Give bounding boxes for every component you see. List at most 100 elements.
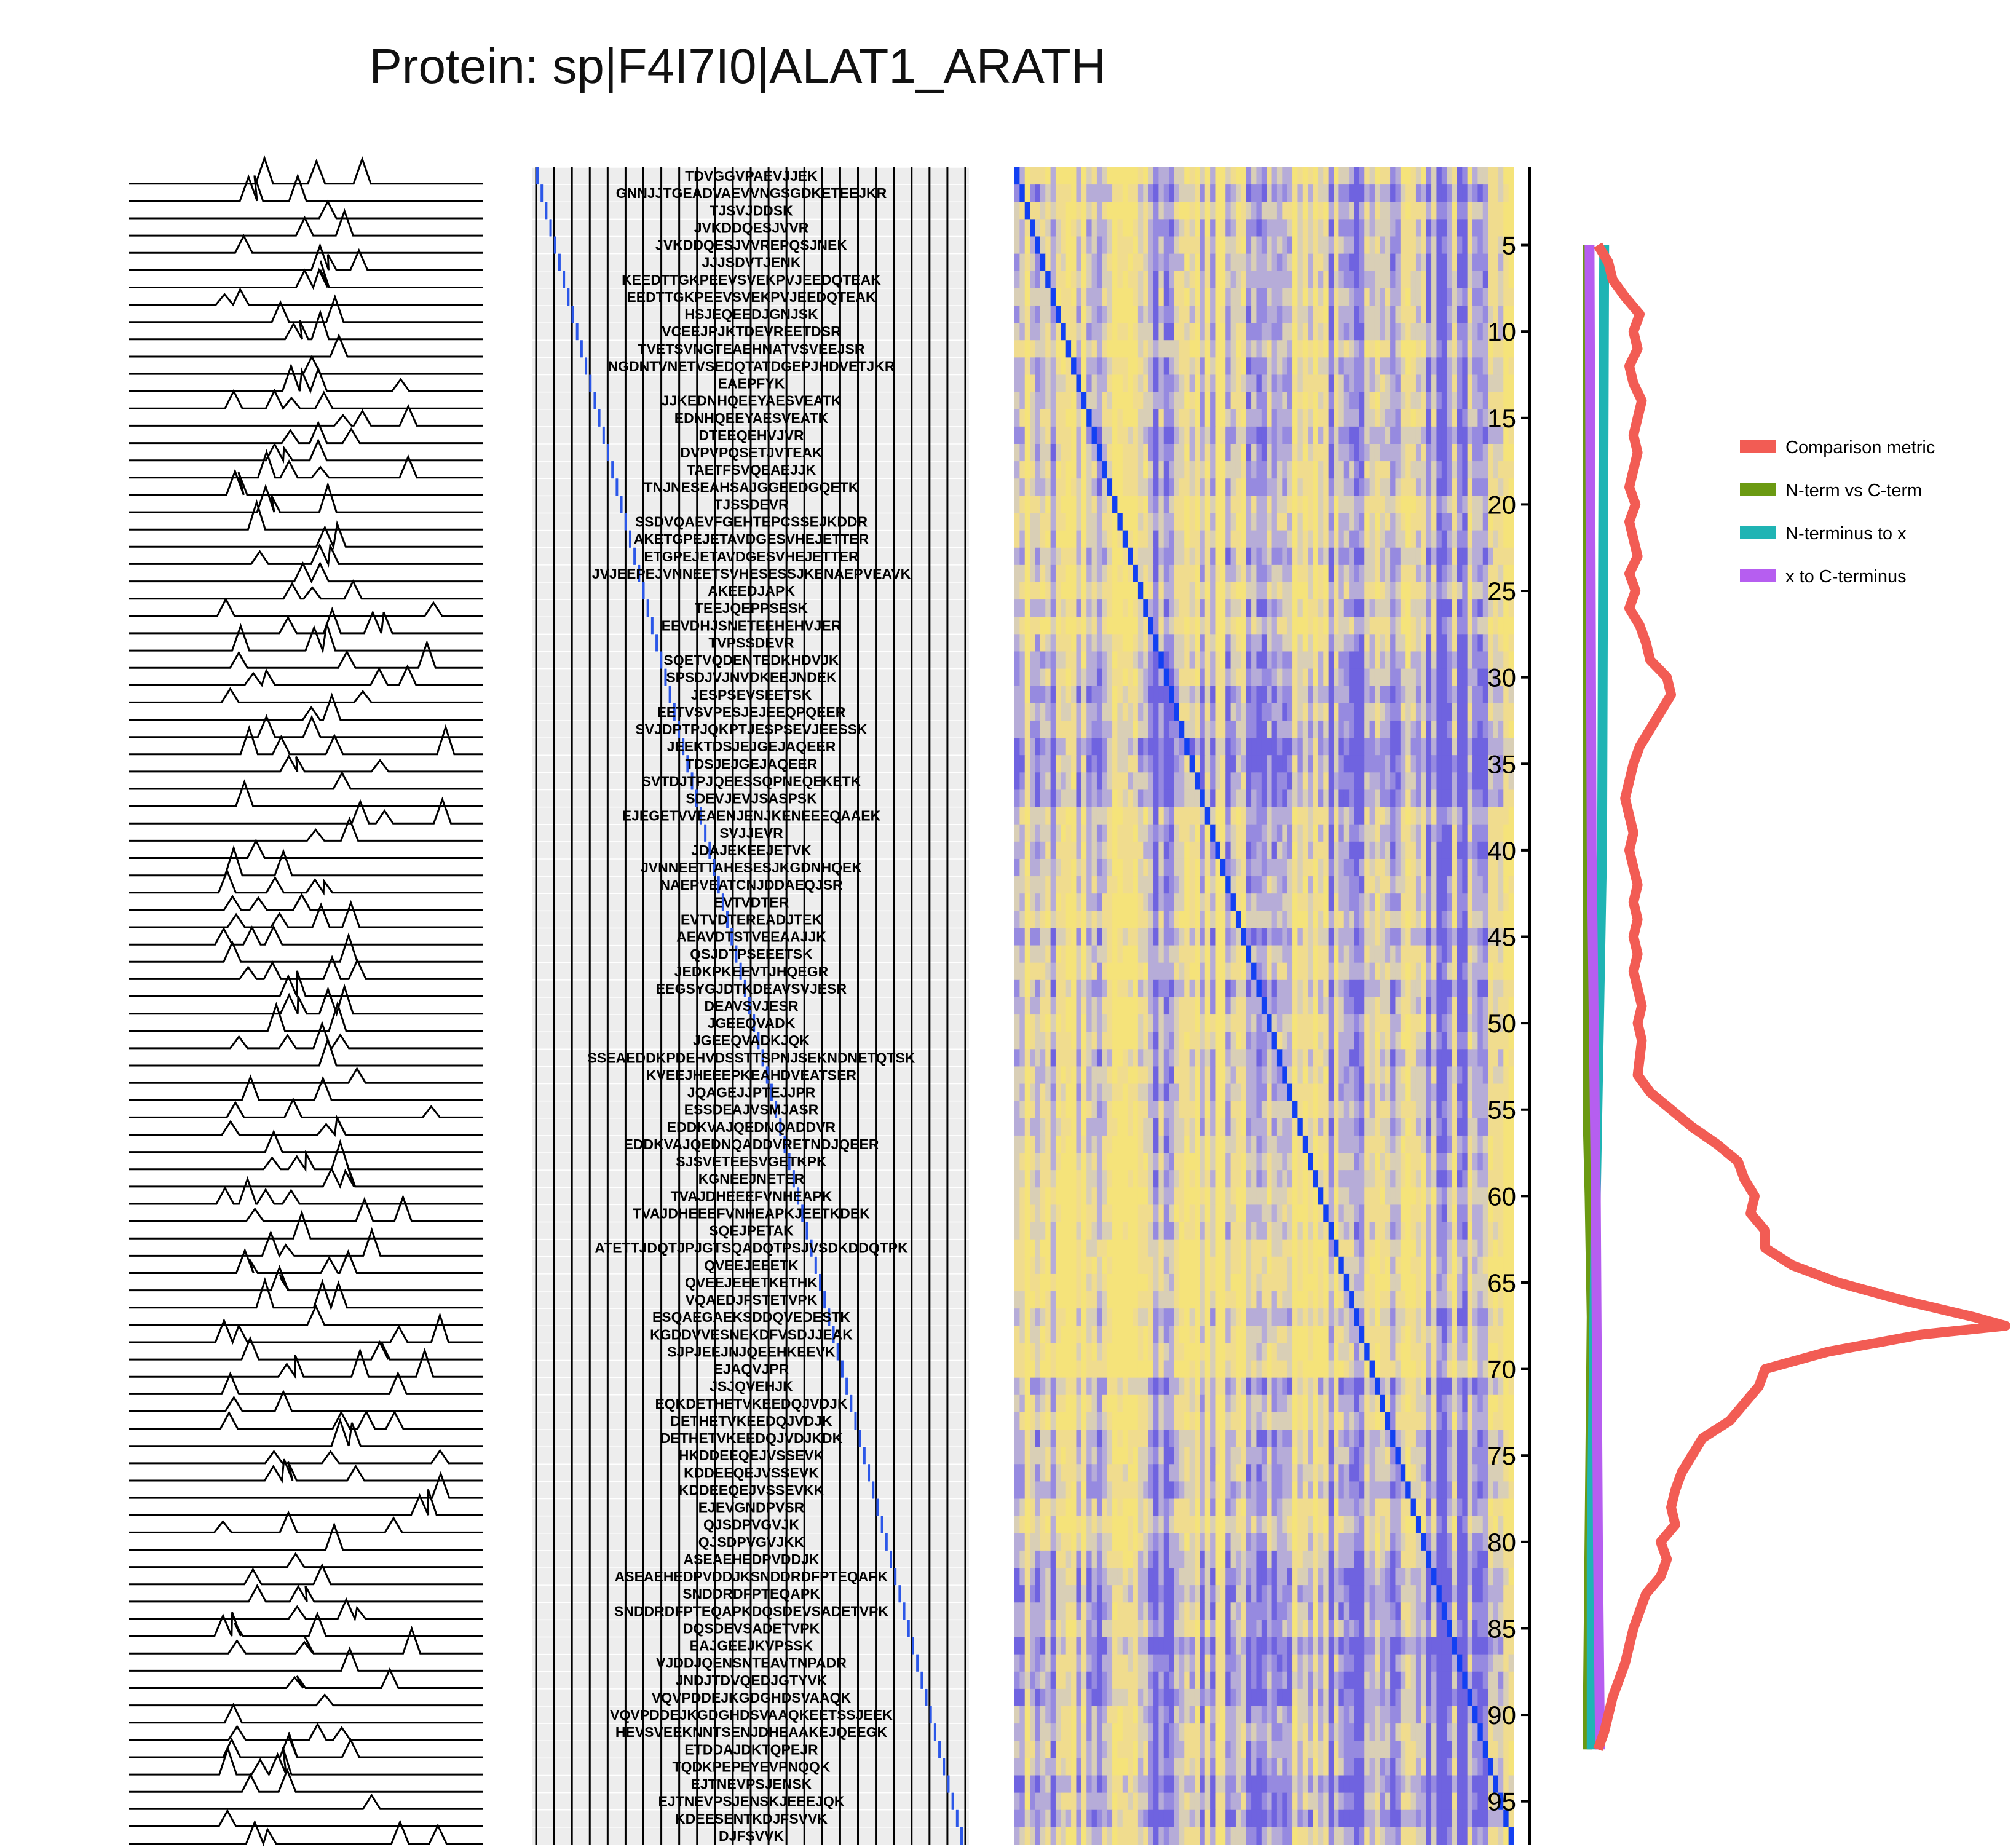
heatmap-cell xyxy=(1143,564,1149,583)
heatmap-cell xyxy=(1246,755,1252,773)
heatmap-cell xyxy=(1462,271,1468,289)
heatmap-cell xyxy=(1318,876,1324,894)
heatmap-cell xyxy=(1235,634,1241,652)
heatmap-cell xyxy=(1308,392,1314,410)
heatmap-cell xyxy=(1457,617,1463,635)
heatmap-cell xyxy=(1096,219,1102,237)
heatmap-cell xyxy=(1267,668,1273,687)
heatmap-cell xyxy=(1493,755,1499,773)
heatmap-cell xyxy=(1246,858,1252,877)
heatmap-cell xyxy=(1184,876,1190,894)
heatmap-cell xyxy=(1153,651,1159,670)
heatmap-cell xyxy=(1102,392,1108,410)
heatmap-cell xyxy=(1174,703,1180,721)
heatmap-cell xyxy=(1261,893,1267,911)
heatmap-cell xyxy=(1369,202,1375,220)
heatmap-cell xyxy=(1256,962,1262,981)
heatmap-cell xyxy=(1374,824,1380,842)
heatmap-cell xyxy=(1107,634,1113,652)
heatmap-cell xyxy=(1163,876,1169,894)
heatmap-cell xyxy=(1328,962,1334,981)
heatmap-cell xyxy=(1482,668,1488,687)
heatmap-cell xyxy=(1200,703,1206,721)
heatmap-cell xyxy=(1230,340,1236,358)
heatmap-cell xyxy=(1204,876,1211,894)
heatmap-cell xyxy=(1287,582,1293,600)
ridge-line xyxy=(129,579,483,600)
heatmap-cell xyxy=(1148,202,1154,220)
heatmap-cell xyxy=(1102,686,1108,704)
heatmap-cell xyxy=(1308,824,1314,842)
heatmap-cell xyxy=(1200,202,1206,220)
heatmap-cell xyxy=(1364,374,1370,393)
heatmap-cell xyxy=(1081,599,1087,617)
heatmap-cell xyxy=(1380,443,1386,462)
heatmap-cell xyxy=(1364,340,1370,358)
heatmap-cell xyxy=(1369,374,1375,393)
heatmap-cell xyxy=(1477,668,1484,687)
heatmap-cell xyxy=(1215,547,1221,566)
heatmap-cell xyxy=(1251,634,1257,652)
heatmap-cell xyxy=(1292,547,1299,566)
heatmap-cell xyxy=(1282,703,1288,721)
heatmap-cell xyxy=(1055,962,1061,981)
heatmap-cell xyxy=(1256,686,1262,704)
heatmap-cell xyxy=(1308,668,1314,687)
heatmap-cell xyxy=(1302,599,1308,617)
heatmap-cell xyxy=(1081,876,1087,894)
heatmap-cell xyxy=(1241,789,1247,808)
heatmap-cell xyxy=(1030,443,1036,462)
heatmap-cell xyxy=(1457,772,1463,791)
heatmap-cell xyxy=(1128,928,1134,946)
heatmap-cell xyxy=(1071,686,1077,704)
heatmap-cell xyxy=(1276,167,1283,185)
heatmap-cell xyxy=(1482,564,1488,583)
heatmap-cell xyxy=(1220,789,1226,808)
heatmap-cell xyxy=(1385,738,1391,756)
heatmap-cell xyxy=(1421,668,1427,687)
heatmap-cell xyxy=(1323,530,1329,548)
heatmap-cell xyxy=(1380,617,1386,635)
heatmap-cell xyxy=(1235,288,1241,306)
heatmap-cell xyxy=(1467,617,1473,635)
heatmap-cell xyxy=(1174,928,1180,946)
heatmap-cell xyxy=(1313,893,1319,911)
heatmap-cell xyxy=(1024,323,1030,341)
heatmap-cell xyxy=(1035,962,1041,981)
heatmap-cell xyxy=(1133,219,1139,237)
heatmap-cell xyxy=(1482,478,1488,496)
heatmap-cell xyxy=(1153,962,1159,981)
heatmap-cell xyxy=(1148,617,1154,635)
heatmap-cell xyxy=(1452,703,1458,721)
heatmap-cell xyxy=(1071,755,1077,773)
heatmap-cell xyxy=(1415,374,1421,393)
heatmap-cell xyxy=(1158,634,1164,652)
ridge-line xyxy=(129,1471,483,1499)
heatmap-cell xyxy=(1436,236,1442,255)
heatmap-cell xyxy=(1035,305,1041,323)
ridge-line xyxy=(129,664,483,687)
heatmap-cell xyxy=(1328,876,1334,894)
heatmap-cell xyxy=(1251,703,1257,721)
heatmap-cell xyxy=(1493,392,1499,410)
heatmap-cell xyxy=(1045,184,1051,202)
heatmap-cell xyxy=(1313,564,1319,583)
heatmap-cell xyxy=(1271,617,1278,635)
heatmap-cell xyxy=(1276,824,1283,842)
heatmap-cell xyxy=(1148,530,1154,548)
heatmap-cell xyxy=(1117,374,1123,393)
heatmap-cell xyxy=(1276,340,1283,358)
heatmap-cell xyxy=(1323,668,1329,687)
heatmap-cell xyxy=(1102,703,1108,721)
heatmap-cell xyxy=(1334,496,1339,514)
heatmap-cell xyxy=(1452,530,1458,548)
heatmap-cell xyxy=(1343,202,1350,220)
heatmap-cell xyxy=(1477,271,1484,289)
heatmap-cell xyxy=(1225,340,1231,358)
heatmap-cell xyxy=(1472,738,1478,756)
heatmap-cell xyxy=(1014,530,1020,548)
heatmap-cell xyxy=(1452,599,1458,617)
heatmap-cell xyxy=(1030,530,1036,548)
heatmap-cell xyxy=(1498,945,1504,963)
heatmap-cell xyxy=(1220,340,1226,358)
